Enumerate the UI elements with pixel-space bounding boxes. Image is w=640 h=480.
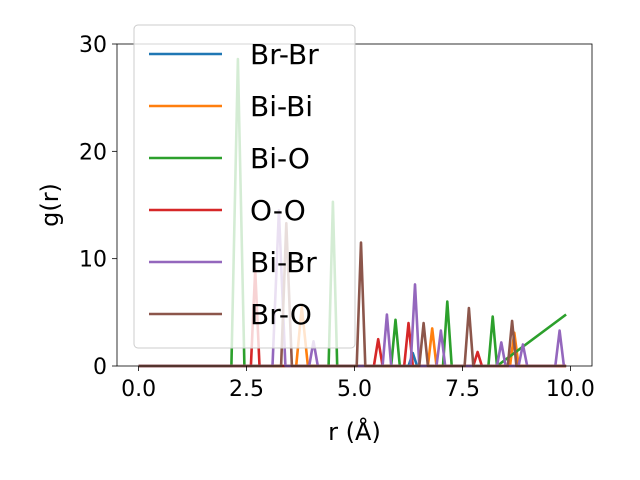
y-axis-label: g(r) <box>36 183 64 227</box>
legend: Br-Br Bi-Bi Bi-O O-O Bi-Br Br-O <box>133 24 356 349</box>
y-tick-label: 30 <box>79 33 107 58</box>
x-tick-label: 5.0 <box>337 377 372 402</box>
legend-label: Bi-Bi <box>250 90 313 123</box>
y-tick-label: 0 <box>93 355 107 380</box>
y-tick-label: 20 <box>79 140 107 165</box>
legend-label: O-O <box>250 194 306 227</box>
x-tick-label: 0.0 <box>121 377 156 402</box>
ticks-layer: 0.0 2.5 5.0 7.5 10.0 0 10 20 30 <box>79 33 595 402</box>
x-tick-label: 10.0 <box>546 377 595 402</box>
legend-label: Br-Br <box>250 38 319 71</box>
x-axis-label: r (Å) <box>328 417 381 446</box>
y-tick-label: 10 <box>79 248 107 273</box>
legend-label: Br-O <box>250 298 312 331</box>
legend-label: Bi-O <box>250 142 310 175</box>
x-tick-label: 2.5 <box>229 377 264 402</box>
x-tick-label: 7.5 <box>445 377 480 402</box>
legend-box <box>133 24 356 349</box>
legend-label: Bi-Br <box>250 246 317 279</box>
